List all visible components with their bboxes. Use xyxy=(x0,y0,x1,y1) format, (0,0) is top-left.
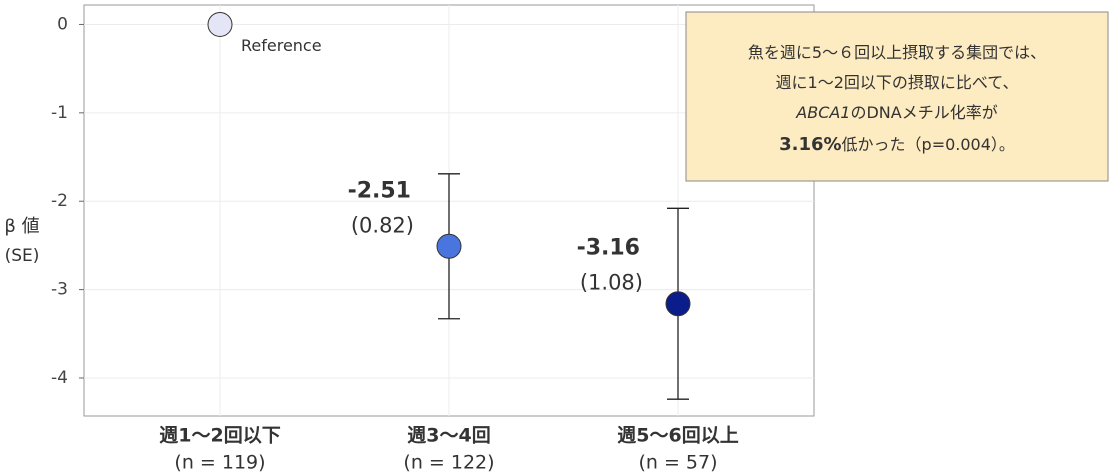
value-label: -2.51 xyxy=(348,178,411,203)
point xyxy=(436,233,462,259)
y-axis-label: (SE) xyxy=(5,246,40,266)
y-tick-label: -2 xyxy=(51,191,68,211)
x-tick-label: 週1〜2回以下 xyxy=(159,425,280,447)
x-tick-label: 週5〜6回以上 xyxy=(617,425,738,447)
callout-line: 魚を週に5〜６回以上摂取する集団では、 xyxy=(748,43,1046,62)
point xyxy=(207,11,233,37)
callout: 魚を週に5〜６回以上摂取する集団では、 週に1〜2回以下の摂取に比べて、 ABC… xyxy=(748,43,1046,156)
callout-text: 低かった（p=0.004）。 xyxy=(842,135,1015,154)
value-label: -3.16 xyxy=(577,236,640,261)
callout-gene: ABCA1 xyxy=(795,103,850,122)
y-tick-label: 0 xyxy=(57,14,68,34)
annotation: Reference xyxy=(241,36,322,55)
error-label: (1.08) xyxy=(580,271,643,295)
x-tick-note: (n = 119) xyxy=(174,452,265,474)
callout-emphasis: 3.16% xyxy=(779,134,841,155)
callout-text: 週に1〜2回以下の摂取に比べて、 xyxy=(776,73,1019,92)
callout-line: 3.16%低かった（p=0.004）。 xyxy=(779,134,1015,155)
callout-box xyxy=(685,11,1109,182)
y-tick-label: -4 xyxy=(51,368,68,388)
callout-text: のDNAメチル化率が xyxy=(850,103,997,122)
y-tick-label: -3 xyxy=(51,280,68,300)
x-tick-note: (n = 122) xyxy=(403,452,494,474)
x-tick-note: (n = 57) xyxy=(638,452,717,474)
callout-line: 週に1〜2回以下の摂取に比べて、 xyxy=(776,73,1019,92)
x-tick-label: 週3〜4回 xyxy=(407,425,490,447)
y-tick-label: -1 xyxy=(51,103,68,123)
error-label: (0.82) xyxy=(351,213,414,237)
y-axis-label: β 値 xyxy=(4,216,39,237)
callout-text: 魚を週に5〜６回以上摂取する集団では、 xyxy=(748,43,1046,62)
point xyxy=(665,291,691,317)
callout-line: ABCA1のDNAメチル化率が xyxy=(795,103,997,122)
